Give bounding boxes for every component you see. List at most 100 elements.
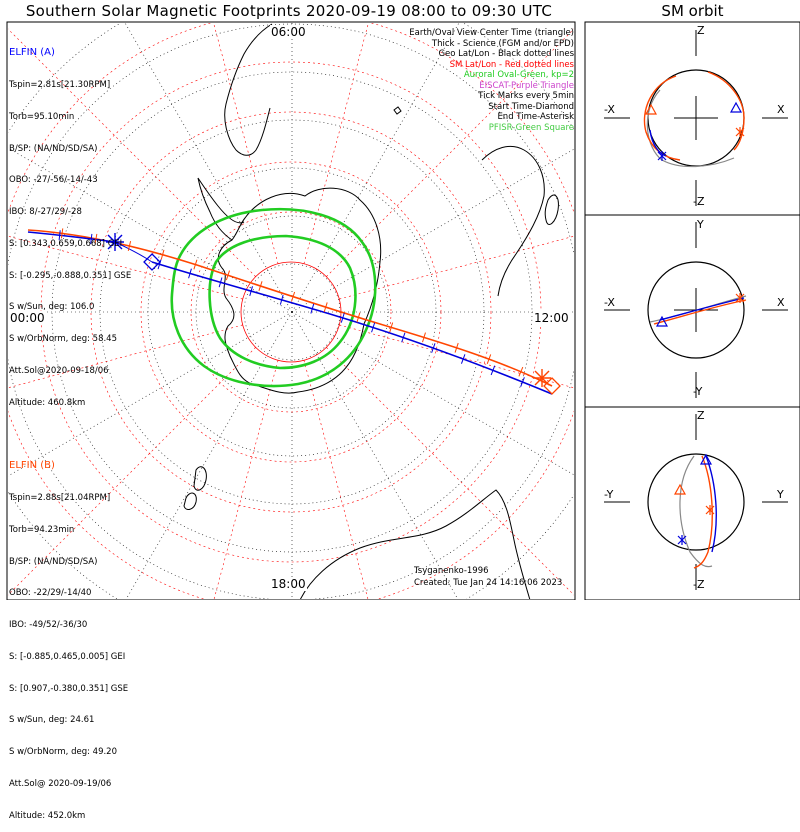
- elfin-a-track-thin: [114, 241, 153, 263]
- elfin-a-orbit-trace: [649, 129, 667, 157]
- clock-label-bottom: 18:00: [270, 577, 307, 591]
- australia-coastline: [299, 489, 531, 599]
- antarctica-coastline: [217, 187, 382, 394]
- africa-coastline: [481, 145, 545, 297]
- earth-circle: [647, 261, 745, 359]
- sm-meridian: [326, 347, 574, 596]
- geo-meridian: [291, 148, 574, 313]
- orbit3-right-label: Y: [777, 488, 784, 501]
- orbit1-right-label: X: [777, 103, 785, 116]
- track-tick: [193, 259, 198, 270]
- orbit2-left-label: -X: [604, 296, 615, 309]
- elfin-b-start-diamond: [543, 377, 561, 395]
- kerguelen-coastline: [393, 106, 402, 115]
- elfin-a-orbit-triangle: [699, 453, 713, 465]
- track-tick: [60, 228, 64, 239]
- sm-meridian: [8, 235, 243, 300]
- elfin-a-orbit-trace: [659, 297, 745, 321]
- track-tick: [90, 233, 93, 244]
- track-tick: [520, 377, 525, 387]
- elfin-b-info-line: Att.Sol@ 2020-09-19/06: [9, 779, 112, 789]
- elfin-b-orbit-trace: [693, 455, 713, 569]
- sm-meridian: [326, 28, 574, 277]
- elfin-a-info-line: S: [0.343,0.659,0.668] GEI: [9, 238, 123, 249]
- orbit-trace-gray: [679, 455, 713, 568]
- track-tick: [127, 241, 132, 252]
- track-tick: [490, 365, 496, 376]
- elfin-b-orbit-asterisk: [705, 505, 715, 515]
- elfin-a-info-line: OBO: -27/-56/-14/-43: [9, 175, 98, 186]
- legend-entry: Tick Marks every 5min: [478, 91, 574, 101]
- main-plot-frame: [6, 21, 576, 600]
- track-tick: [422, 332, 426, 343]
- elfin-b-orbit-asterisk: [735, 293, 745, 303]
- track-tick: [518, 366, 524, 377]
- legend-entry: Earth/Oval View Center Time (triangle): [409, 28, 574, 38]
- legend-entry: End Time-Asterisk: [497, 112, 574, 122]
- legend-entry: Auroral Oval-Green, kp=2: [463, 70, 574, 80]
- sm-meridian: [339, 324, 574, 389]
- legend-entry: PFISR-Green Square: [488, 122, 574, 133]
- track-tick: [401, 332, 406, 343]
- orbit1-up-label: Z: [697, 24, 705, 37]
- plot-title: Southern Solar Magnetic Footprints 2020-…: [25, 2, 553, 20]
- track-tick-marks: [58, 228, 525, 387]
- orbit3-down-label: -Z: [693, 578, 705, 591]
- geo-meridian: [291, 311, 574, 476]
- sm-orbit-title: SM orbit: [661, 2, 724, 20]
- sm-latitude-circle: [90, 111, 492, 513]
- track-tick: [340, 312, 345, 323]
- orbit2-up-label: Y: [697, 218, 704, 231]
- sm-orbit-panels: [604, 30, 788, 590]
- track-tick: [58, 230, 61, 241]
- elfin-b-info-line: S w/OrbNorm, deg: 49.20: [9, 747, 118, 758]
- madagascar-coastline: [544, 194, 559, 225]
- track-tick: [389, 322, 394, 333]
- elfin-a-end-asterisk: [106, 233, 124, 251]
- elfin-b-info-line: S: [0.907,-0.380,0.351] GSE: [9, 683, 129, 694]
- elfin-b-info-line: S: [-0.885,0.465,0.005] GEI: [9, 651, 126, 662]
- legend: Earth/Oval View Center Time (triangle) T…: [409, 28, 574, 133]
- orbit3-up-label: Z: [697, 409, 705, 422]
- orbit2-down-label: -Y: [693, 385, 703, 398]
- elfin-a-info-line: IBO: 8/-27/29/-28: [9, 207, 82, 218]
- elfin-b-info-line: Altitude: 452.0km: [9, 810, 86, 821]
- elfin-a-info-line: B/SP: (NA/ND/SD/SA): [9, 143, 98, 154]
- elfin-b-info-line: Torb=94.23min: [9, 524, 75, 535]
- footprint-plot: [6, 21, 800, 600]
- orbit1-left-label: -X: [604, 103, 615, 116]
- clock-label-left: 00:00: [9, 311, 46, 325]
- elfin-b-orbit-triangle: [644, 103, 658, 115]
- created-timestamp: Created: Tue Jan 24 14:16:06 2023: [414, 578, 563, 588]
- auroral-oval-inner: [208, 234, 357, 370]
- legend-entry: SM Lat/Lon - Red dotted lines: [449, 59, 574, 70]
- track-tick: [225, 270, 231, 281]
- sm-meridian: [8, 28, 256, 277]
- track-tick: [94, 233, 98, 244]
- elfin-b-info-line: IBO: -49/52/-36/30: [9, 620, 88, 631]
- elfin-b-orbit-trace: [643, 75, 681, 161]
- elfin-a-info-line: Altitude: 460.8km: [9, 397, 86, 408]
- legend-entry: EISCAT-Purple Triangle: [479, 80, 574, 91]
- sm-meridian: [303, 360, 369, 599]
- track-tick: [454, 342, 459, 353]
- elfin-b-orbit-triangle: [673, 483, 687, 495]
- elfin-a-orbit-asterisk: [677, 535, 687, 545]
- elfin-b-info-line: B/SP: (NA/ND/SD/SA): [9, 556, 98, 567]
- elfin-a-info-line: Torb=95.10min: [9, 111, 75, 122]
- elfin-b-info-line: Tspin=2.88s[21.04RPM]: [9, 492, 111, 503]
- track-tick: [249, 286, 253, 297]
- sm-latitude-circle: [190, 211, 392, 413]
- track-tick: [356, 312, 361, 323]
- elfin-a-start-diamond: [143, 253, 161, 271]
- sm-meridian: [303, 23, 369, 264]
- legend-entry: Geo Lat/Lon - Black dotted lines: [438, 49, 574, 59]
- elfin-b-info-panel: ELFIN (B) Tspin=2.88s[21.04RPM] Torb=94.…: [9, 440, 128, 832]
- elfin-a-orbit-asterisk: [657, 151, 667, 161]
- track-tick: [371, 322, 376, 333]
- track-tick: [218, 277, 223, 288]
- elfin-a-orbit-triangle: [655, 315, 669, 327]
- elfin-b-info-line: OBO: -22/29/-14/40: [9, 588, 92, 599]
- sm-meridian: [8, 347, 256, 596]
- orbit1-down-label: -Z: [693, 195, 705, 208]
